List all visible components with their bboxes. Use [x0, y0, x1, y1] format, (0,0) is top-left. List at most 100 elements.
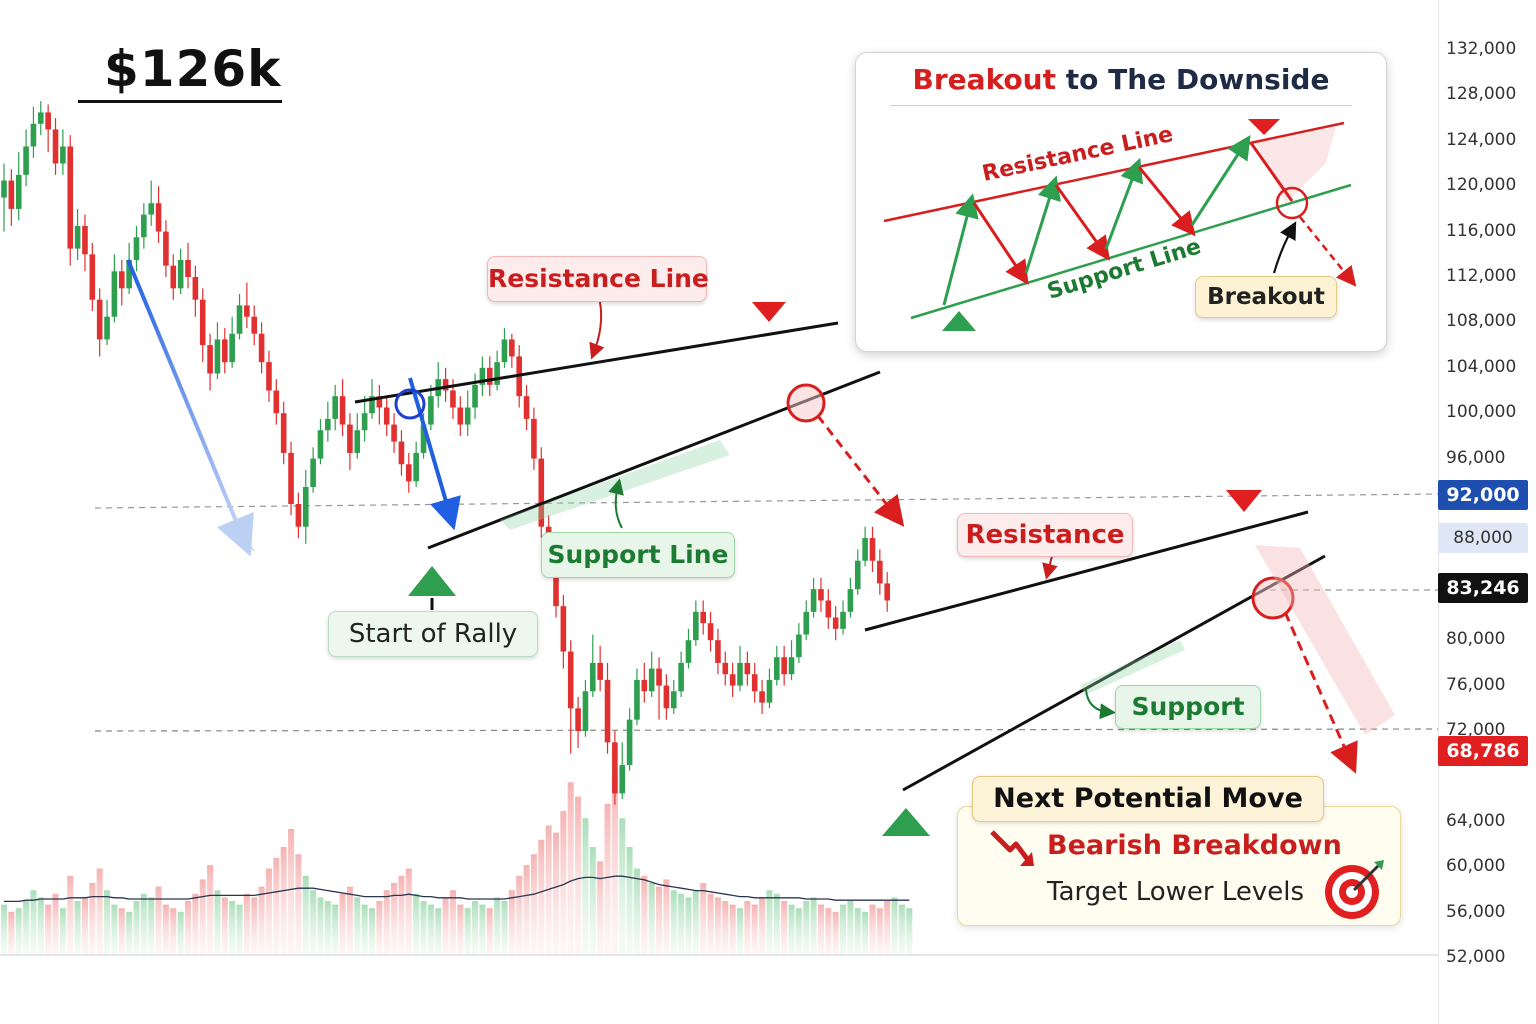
candle-bear [251, 316, 258, 334]
volume-bar [729, 904, 736, 955]
volume-bar [891, 897, 898, 955]
volume-bar [560, 811, 567, 955]
candle-bear [376, 396, 383, 408]
volume-bar [162, 904, 169, 955]
volume-bar [494, 897, 501, 955]
candle-bear [52, 129, 59, 164]
candle-bull [302, 486, 309, 527]
volume-bar [133, 901, 140, 955]
candle-bear [538, 458, 545, 527]
inset-breakout-pointer [1272, 221, 1297, 274]
inset-down-1 [972, 202, 1029, 285]
volume-bar [67, 875, 74, 955]
volume-bar [207, 865, 214, 955]
volume-bar [295, 854, 302, 955]
volume-bar [795, 908, 802, 955]
volume-bar [575, 796, 582, 955]
volume-bar [678, 893, 685, 955]
candle-bear [258, 333, 265, 363]
support-pointer-2 [1085, 689, 1116, 720]
volume-bar [126, 911, 133, 955]
candle-bull [847, 589, 854, 612]
candle-bear [715, 640, 721, 663]
volume-moving-average [4, 875, 910, 903]
candle-bear [722, 662, 729, 675]
price-axis-tick: 52,000 [1446, 947, 1506, 967]
candle-bear [707, 623, 714, 641]
candle-bull [685, 640, 692, 663]
price-axis[interactable] [1438, 0, 1536, 1024]
level-line-68786 [94, 728, 1438, 732]
price-axis-tick: 76,000 [1446, 674, 1506, 695]
volume-bar [906, 908, 913, 955]
volume-bar [405, 868, 412, 955]
candle-bull [148, 203, 154, 215]
candle-bull [590, 662, 596, 692]
volume-bar [479, 904, 486, 955]
candle-bull [229, 333, 235, 363]
volume-bar [545, 825, 552, 955]
resistance-label: Resistance [957, 513, 1133, 557]
candle-bull [626, 719, 633, 766]
candle-bull [126, 259, 132, 289]
candle-bear [781, 657, 787, 675]
volume-bar [398, 875, 405, 955]
volume-bar [656, 886, 663, 955]
breakdown-arrow-1 [816, 415, 905, 527]
candle-bear [818, 589, 824, 601]
candle-bear [295, 504, 302, 527]
candle-bull [141, 214, 147, 238]
resistance-line-2[interactable] [864, 510, 1309, 632]
inset-resistance-shade [1256, 127, 1336, 203]
candle-bull [1, 180, 7, 198]
candle-bull [361, 413, 368, 431]
candle-bear [406, 464, 412, 482]
volume-bar [420, 901, 427, 955]
volume-bar [840, 904, 847, 955]
volume-bar [685, 897, 692, 955]
projection-shade [1255, 545, 1395, 735]
price-chart[interactable] [0, 0, 1438, 1024]
headline-price: $126k [104, 40, 282, 98]
resistance-pointer-2 [1042, 555, 1058, 580]
inset-breakout-label: Breakout [1195, 276, 1337, 318]
candle-bear [729, 674, 736, 686]
volume-bar [346, 886, 353, 955]
target-icon [1325, 860, 1384, 919]
inset-up-1 [942, 193, 979, 306]
candle-bull [840, 611, 846, 629]
candle-bear [280, 413, 287, 453]
candle-bull [38, 112, 44, 124]
candle-bull [177, 259, 184, 289]
price-axis-tick: 116,000 [1446, 220, 1517, 241]
price-axis-tick: 80,000 [1446, 629, 1506, 650]
volume-bar [707, 893, 714, 955]
candle-bull [766, 679, 773, 703]
volume-bar [788, 904, 795, 955]
volume-bar [52, 893, 59, 955]
candle-bull [788, 657, 795, 675]
volume-bar [391, 883, 398, 955]
candle-bear [567, 651, 574, 709]
volume-bar [648, 883, 655, 955]
candle-bear [207, 345, 213, 374]
candle-bear [244, 305, 250, 317]
candle-bull [810, 589, 817, 612]
candle-bull [420, 424, 427, 453]
volume-bar [692, 890, 699, 955]
candle-bull [501, 339, 508, 363]
candle-bear [877, 560, 883, 584]
candle-bull [23, 146, 29, 175]
decline-arrow-1 [126, 259, 254, 557]
resistance-line-1[interactable] [354, 321, 839, 404]
candle-bull [854, 560, 861, 590]
volume-bar [435, 908, 442, 955]
candle-bull [111, 271, 118, 317]
candle-bear [700, 611, 706, 624]
candle-bear [339, 396, 346, 425]
volume-bar [508, 890, 515, 955]
candle-bear [832, 617, 839, 629]
volume-bar [626, 847, 633, 955]
next-move-title: Next Potential Move [972, 776, 1324, 822]
candle-bull [737, 662, 743, 686]
